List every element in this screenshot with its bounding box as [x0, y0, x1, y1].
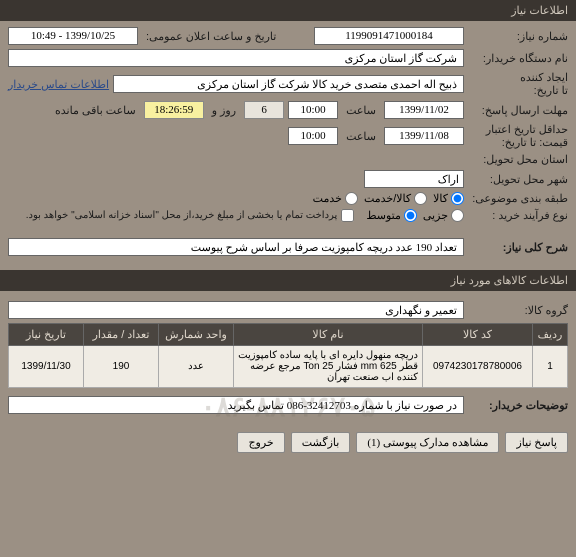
cell-qty: 190	[84, 346, 159, 388]
items-section: گروه کالا: ردیف کد کالا نام کالا واحد شم…	[0, 295, 576, 424]
th-date: تاریخ نیاز	[9, 324, 84, 346]
request-number-value	[314, 27, 464, 45]
category-label: طبقه بندی موضوعی:	[468, 192, 568, 205]
request-number-label: شماره نیاز:	[468, 30, 568, 43]
validity-time	[288, 127, 338, 145]
contact-link[interactable]: اطلاعات تماس خریدار	[8, 78, 109, 91]
delivery-city-value	[364, 170, 464, 188]
announce-datetime-value	[8, 27, 138, 45]
buyer-notes-row: ۰۸۶-۸۸۱۲۶۷۰۵ توضیحات خریدار:	[8, 396, 568, 414]
buyer-org-label: نام دستگاه خریدار:	[468, 52, 568, 65]
cell-code: 0974230178780006	[423, 346, 533, 388]
creator-value	[113, 75, 464, 93]
general-desc-label: شرح کلی نیاز:	[468, 241, 568, 254]
cell-unit: عدد	[159, 346, 234, 388]
main-container: اطلاعات نیاز شماره نیاز: تاریخ و ساعت اع…	[0, 0, 576, 461]
reply-button[interactable]: پاسخ نیاز	[505, 432, 568, 453]
th-code: کد کالا	[423, 324, 533, 346]
items-header-text: اطلاعات کالاهای مورد نیاز	[451, 275, 568, 287]
general-desc-value	[8, 238, 464, 256]
pt-medium-radio[interactable]	[404, 209, 417, 222]
remaining-days	[244, 101, 284, 119]
time-label-1: ساعت	[342, 104, 380, 117]
validity-label: حداقل تاریخ اعتبار	[468, 123, 568, 136]
delivery-province-row: استان محل تحویل:	[8, 153, 568, 166]
request-number-row: شماره نیاز: تاریخ و ساعت اعلان عمومی:	[8, 27, 568, 45]
deadline-date	[384, 101, 464, 119]
back-button[interactable]: بازگشت	[291, 432, 351, 453]
purchase-type-radios: جزیی متوسط	[366, 209, 464, 222]
goods-group-row: گروه کالا:	[8, 301, 568, 319]
purchase-type-label: نوع فرآیند خرید :	[468, 209, 568, 222]
category-row: طبقه بندی موضوعی: کالا کالا/خدمت خدمت	[8, 192, 568, 205]
attachments-button[interactable]: مشاهده مدارک پیوستی (1)	[356, 432, 499, 453]
items-table: ردیف کد کالا نام کالا واحد شمارش تعداد /…	[8, 323, 568, 388]
deadline-time	[288, 101, 338, 119]
payment-note: پرداخت تمام یا بخشی از مبلغ خرید،از محل …	[26, 210, 338, 221]
goods-group-label: گروه کالا:	[468, 304, 568, 317]
creator-sublabel: تا تاریخ:	[468, 84, 568, 97]
th-name: نام کالا	[234, 324, 423, 346]
deadline-row: مهلت ارسال پاسخ: ساعت روز و ساعت باقی ما…	[8, 101, 568, 119]
validity-row: حداقل تاریخ اعتبار قیمت: تا تاریخ: ساعت	[8, 123, 568, 149]
th-row: ردیف	[533, 324, 568, 346]
validity-date	[384, 127, 464, 145]
cell-row: 1	[533, 346, 568, 388]
days-label: روز و	[208, 104, 240, 117]
buyer-notes-value	[8, 396, 464, 414]
payment-checkbox[interactable]	[341, 209, 354, 222]
goods-group-value	[8, 301, 464, 319]
buyer-notes-label: توضیحات خریدار:	[468, 399, 568, 412]
cat-service-radio[interactable]	[345, 192, 358, 205]
table-header-row: ردیف کد کالا نام کالا واحد شمارش تعداد /…	[9, 324, 568, 346]
creator-row: ایجاد کننده تا تاریخ: اطلاعات تماس خریدا…	[8, 71, 568, 97]
th-unit: واحد شمارش	[159, 324, 234, 346]
announce-datetime-label: تاریخ و ساعت اعلان عمومی:	[142, 30, 280, 43]
exit-button[interactable]: خروج	[237, 432, 284, 453]
cat-service-label: خدمت	[313, 192, 342, 205]
page-header: اطلاعات نیاز	[0, 0, 576, 21]
cat-goods-service-label: کالا/خدمت	[364, 192, 411, 205]
delivery-city-label: شهر محل تحویل:	[468, 173, 568, 186]
remaining-time	[144, 101, 204, 119]
delivery-city-row: شهر محل تحویل:	[8, 170, 568, 188]
purchase-type-row: نوع فرآیند خرید : جزیی متوسط پرداخت تمام…	[8, 209, 568, 222]
delivery-province-label: استان محل تحویل:	[468, 153, 568, 166]
category-radios: کالا کالا/خدمت خدمت	[313, 192, 464, 205]
pt-small-label: جزیی	[423, 209, 448, 222]
table-row: 1 0974230178780006 دریچه منهول دایره ای …	[9, 346, 568, 388]
page-title: اطلاعات نیاز	[511, 5, 568, 17]
deadline-label: مهلت ارسال پاسخ:	[468, 104, 568, 117]
buyer-org-value	[8, 49, 464, 67]
info-section: شماره نیاز: تاریخ و ساعت اعلان عمومی: نا…	[0, 21, 576, 266]
cat-goods-service-radio[interactable]	[414, 192, 427, 205]
pt-small-radio[interactable]	[451, 209, 464, 222]
items-header: اطلاعات کالاهای مورد نیاز	[0, 270, 576, 291]
general-desc-row: شرح کلی نیاز:	[8, 238, 568, 256]
pt-medium-label: متوسط	[366, 209, 401, 222]
creator-label: ایجاد کننده	[468, 71, 568, 84]
buyer-org-row: نام دستگاه خریدار:	[8, 49, 568, 67]
th-qty: تعداد / مقدار	[84, 324, 159, 346]
remaining-label: ساعت باقی مانده	[51, 104, 140, 117]
cell-name: دریچه منهول دایره ای با پایه ساده کامپوز…	[234, 346, 423, 388]
time-label-2: ساعت	[342, 130, 380, 143]
cat-goods-radio[interactable]	[451, 192, 464, 205]
validity-sublabel: قیمت: تا تاریخ:	[468, 136, 568, 149]
cat-goods-label: کالا	[433, 192, 448, 205]
buttons-row: پاسخ نیاز مشاهده مدارک پیوستی (1) بازگشت…	[0, 424, 576, 461]
cell-date: 1399/11/30	[9, 346, 84, 388]
